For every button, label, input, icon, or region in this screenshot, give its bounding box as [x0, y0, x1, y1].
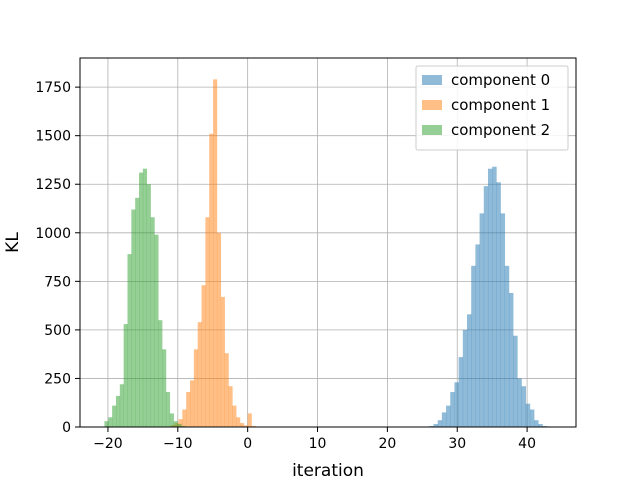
legend-box: [415, 65, 569, 151]
histogram-bar: [247, 413, 252, 427]
histogram-bar: [236, 417, 241, 427]
y-tick-label: 1750: [35, 80, 71, 96]
y-tick-label: 1500: [35, 129, 71, 145]
legend-swatch: [422, 75, 442, 85]
histogram-bar: [500, 213, 506, 427]
plot-frame: [79, 57, 577, 428]
histogram-bar: [534, 420, 539, 427]
y-tick-label: 1000: [35, 226, 71, 242]
histogram-bar: [243, 425, 248, 427]
histogram-bar: [190, 380, 195, 427]
y-axis-label: KL: [3, 232, 23, 253]
legend-label: component 2: [451, 121, 550, 139]
x-tick-label: 20: [378, 436, 396, 452]
legend-label: component 0: [451, 71, 550, 89]
histogram-bar: [525, 403, 531, 427]
x-tick-label: 40: [518, 436, 536, 452]
histogram-bar: [517, 378, 522, 427]
histogram-bar: [178, 419, 183, 427]
histogram-bar: [177, 424, 182, 427]
histogram-bar: [441, 412, 447, 427]
y-tick-label: 250: [44, 371, 71, 387]
histogram-bar: [139, 172, 144, 427]
series-1-bars: [170, 79, 256, 427]
histogram-bar: [119, 384, 124, 427]
histogram-bar: [228, 386, 233, 427]
histogram-bar: [201, 285, 206, 427]
x-tick-label: −10: [163, 436, 193, 452]
histogram-bar: [186, 392, 191, 427]
histogram-bar: [458, 357, 464, 427]
y-tick-label: 1250: [35, 177, 71, 193]
histogram-bar: [538, 424, 543, 427]
histogram-bar: [182, 409, 187, 427]
histogram-bar: [220, 296, 225, 427]
histogram-bar: [193, 349, 199, 427]
y-tick-label: 500: [44, 323, 71, 339]
histogram-bar: [437, 420, 443, 427]
legend-swatch: [422, 125, 442, 135]
x-tick-label: 10: [309, 436, 327, 452]
x-axis: −20 −10 0 10 20 30 40: [93, 427, 536, 452]
histogram-bar: [173, 421, 178, 427]
histogram-bar: [483, 186, 489, 427]
histogram-bar: [112, 405, 117, 427]
legend: component 0 component 1 component 2: [415, 65, 569, 151]
histogram-bar: [232, 405, 237, 427]
histogram-bar: [508, 292, 514, 427]
histogram-bar: [433, 424, 438, 427]
histogram-bar: [471, 265, 476, 427]
histogram-bar: [454, 382, 459, 427]
histogram-bar: [158, 320, 163, 427]
histogram-bar: [108, 417, 113, 427]
histogram-bar: [205, 217, 210, 427]
legend-label: component 1: [451, 96, 550, 114]
histogram-bar: [521, 386, 527, 427]
histogram-bar: [131, 209, 136, 427]
x-tick-label: 0: [243, 436, 252, 452]
legend-swatch: [422, 100, 442, 110]
histogram-bar: [467, 314, 472, 427]
histogram-bar: [165, 392, 171, 427]
histogram-bar: [487, 168, 493, 427]
histogram-bar: [224, 353, 229, 427]
histogram-bar: [146, 184, 151, 427]
histogram-bar: [513, 335, 518, 427]
histogram-bar: [115, 395, 121, 427]
histogram-bar: [462, 329, 468, 427]
histogram-bar: [197, 322, 202, 427]
histogram-bar: [529, 409, 535, 427]
histogram-bar: [492, 166, 497, 428]
x-tick-label: −20: [93, 436, 123, 452]
histogram-bar: [216, 232, 222, 427]
histogram-bar: [450, 392, 455, 427]
x-tick-label: 30: [448, 436, 466, 452]
histogram-bar: [475, 244, 480, 427]
histogram-bar: [504, 265, 510, 427]
histogram-bar: [169, 413, 174, 427]
y-axis: 0 250 500 750 1000 1250 1500 1750: [35, 80, 80, 436]
x-axis-label: iteration: [292, 461, 364, 480]
histogram-bar: [239, 423, 245, 427]
histogram-bar: [213, 79, 218, 427]
histogram-bar: [150, 217, 155, 427]
histogram-bar: [162, 349, 167, 427]
histogram-bar: [209, 133, 214, 427]
histogram-bar: [142, 168, 148, 427]
series-2-bars: [104, 168, 186, 427]
histogram-bar: [123, 324, 128, 427]
histogram-bar: [154, 234, 159, 427]
histogram-bar: [479, 213, 485, 427]
histogram-bar: [127, 254, 132, 427]
histogram-bar: [446, 405, 451, 427]
histogram-bar: [496, 182, 501, 427]
y-tick-label: 0: [62, 420, 71, 436]
series-0-bars: [429, 166, 556, 428]
histogram-bars: [104, 79, 556, 428]
y-tick-label: 750: [44, 274, 71, 290]
histogram-bar: [135, 197, 140, 427]
histogram-bar: [104, 421, 109, 427]
